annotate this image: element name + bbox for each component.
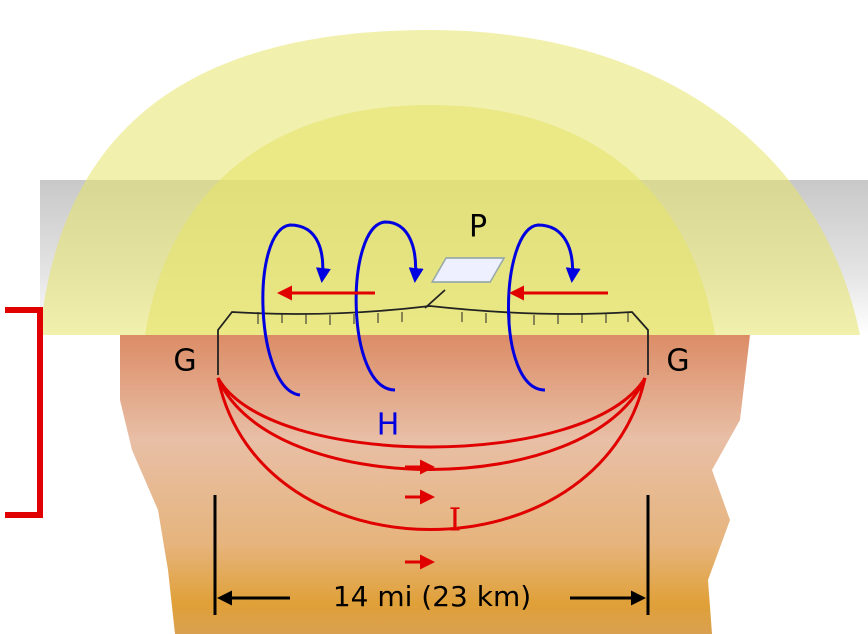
- ground-label: G: [173, 344, 196, 379]
- magnetic-field-label: H: [377, 408, 400, 443]
- background: [5, 30, 868, 634]
- diagram: P G G H I 14 mi (23 km): [0, 0, 868, 634]
- transmitter-label: P: [469, 210, 487, 245]
- distance-label: 14 mi (23 km): [333, 580, 531, 613]
- current-label: I: [449, 501, 462, 539]
- ground-label: G: [666, 344, 689, 379]
